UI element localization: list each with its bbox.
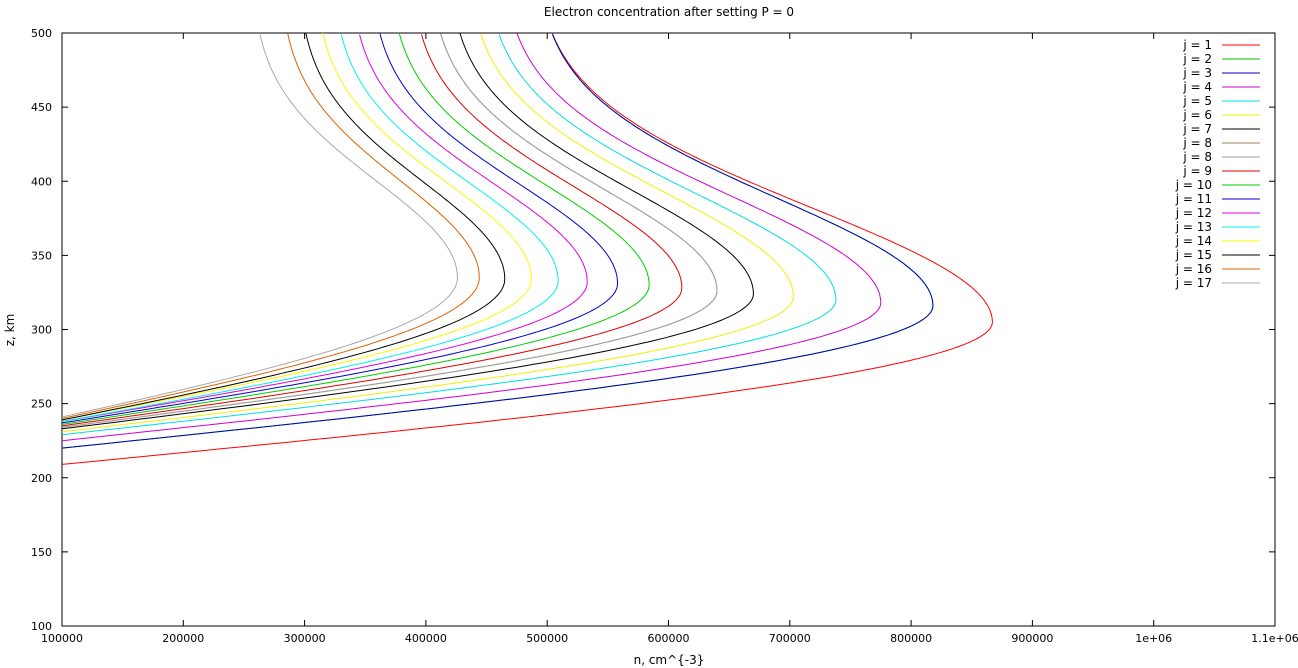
legend-label: j = 16 — [1175, 262, 1212, 276]
legend-label: j = 7 — [1182, 122, 1212, 136]
legend-label: j = 17 — [1175, 276, 1212, 290]
x-tick-label: 700000 — [769, 632, 811, 645]
y-tick-label: 200 — [31, 472, 52, 485]
series-line-4 — [61, 33, 882, 442]
x-tick-label: 800000 — [890, 632, 932, 645]
series-line-18 — [61, 34, 458, 418]
series-line-2 — [61, 34, 934, 449]
legend-label: j = 5 — [1182, 94, 1212, 108]
series-line-9 — [61, 33, 718, 428]
series-line-16 — [61, 32, 506, 421]
series-line-17 — [61, 33, 480, 419]
legend-label: j = 15 — [1175, 248, 1212, 262]
legend-label: j = 11 — [1175, 192, 1212, 206]
series-line-14 — [61, 34, 559, 422]
legend-label: j = 6 — [1182, 108, 1212, 122]
y-axis-label: z, km — [3, 314, 17, 347]
series-line-15 — [61, 32, 532, 421]
plot-frame — [61, 32, 1276, 627]
series-line-8 — [61, 33, 718, 428]
y-tick-label: 300 — [31, 324, 52, 337]
x-tick-label: 400000 — [405, 632, 447, 645]
x-tick-label: 500000 — [526, 632, 568, 645]
x-tick-label: 1e+06 — [1135, 632, 1172, 645]
x-tick-label: 100000 — [41, 632, 83, 645]
legend-label: j = 10 — [1175, 178, 1212, 192]
y-tick-label: 450 — [31, 101, 52, 114]
y-tick-label: 500 — [31, 27, 52, 40]
series-lines — [61, 32, 993, 465]
legend-label: j = 14 — [1175, 234, 1212, 248]
legend-label: j = 3 — [1182, 66, 1212, 80]
x-axis-label: n, cm^{-3} — [634, 653, 705, 667]
chart-title: Electron concentration after setting P =… — [544, 5, 794, 19]
series-line-6 — [61, 33, 794, 433]
y-tick-label: 100 — [31, 620, 52, 633]
series-line-7 — [61, 32, 754, 430]
x-tick-label: 1.1e+06 — [1251, 632, 1298, 645]
legend-label: j = 1 — [1182, 38, 1212, 52]
y-tick-label: 400 — [31, 175, 52, 188]
legend-label: j = 4 — [1182, 80, 1212, 94]
y-tick-label: 250 — [31, 398, 52, 411]
x-tick-label: 200000 — [162, 632, 204, 645]
legend: j = 1j = 2j = 3j = 4j = 5j = 6j = 7j = 8… — [1175, 38, 1260, 290]
series-line-12 — [61, 33, 618, 424]
legend-label: j = 9 — [1182, 164, 1212, 178]
legend-label: j = 13 — [1175, 220, 1212, 234]
series-line-13 — [61, 34, 588, 422]
legend-label: j = 2 — [1182, 52, 1212, 66]
x-tick-label: 900000 — [1011, 632, 1053, 645]
legend-label: j = 12 — [1175, 206, 1212, 220]
y-tick-label: 350 — [31, 249, 52, 262]
series-line-3 — [61, 34, 934, 449]
x-tick-label: 300000 — [284, 632, 326, 645]
series-line-11 — [61, 32, 650, 425]
legend-label: j = 8 — [1182, 136, 1212, 150]
series-line-10 — [61, 34, 683, 427]
x-tick-label: 600000 — [648, 632, 690, 645]
y-axis-ticks: 100 150 200 250 300 350 400 450 500 — [31, 27, 1275, 633]
series-line-1 — [61, 32, 993, 465]
series-line-5 — [61, 34, 837, 436]
x-axis-ticks: 100000 200000 300000 400000 500000 600000 7000… — [41, 33, 1298, 645]
y-tick-label: 150 — [31, 546, 52, 559]
legend-label: j = 8 — [1182, 150, 1212, 164]
